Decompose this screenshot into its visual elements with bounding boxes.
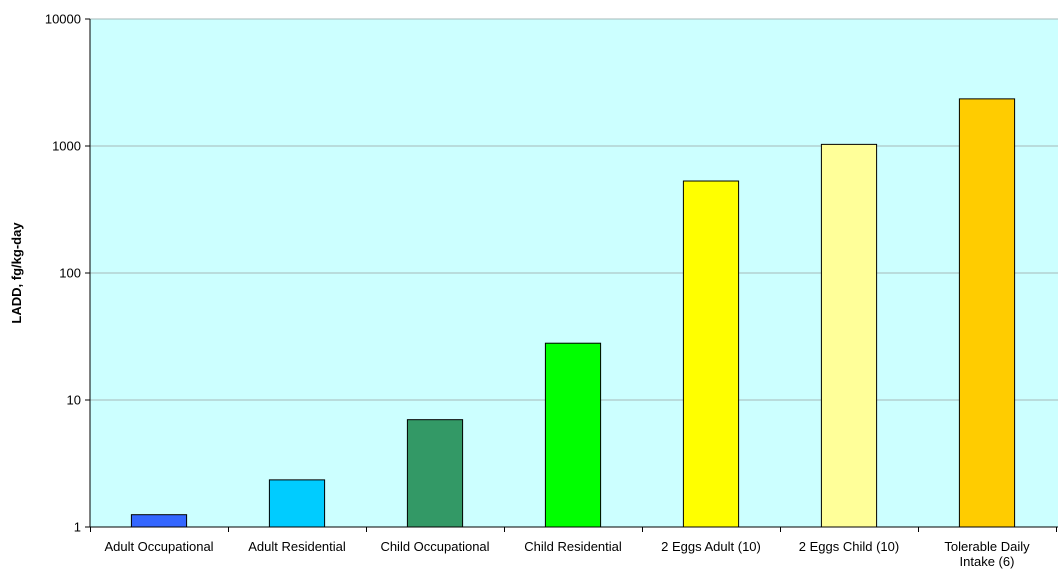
y-tick-label: 10	[67, 393, 81, 408]
x-tick-label: 2 Eggs Child (10)	[799, 539, 899, 554]
x-tick-label: 2 Eggs Adult (10)	[661, 539, 761, 554]
axes	[85, 18, 1058, 532]
x-tick-label: Child Occupational	[380, 539, 489, 554]
bar	[268, 479, 326, 528]
x-tick-labels: Adult Occupational Adult Residential Child…	[104, 539, 1030, 569]
y-tick-label: 100	[59, 266, 81, 281]
x-tick-label: Intake (6)	[960, 554, 1015, 569]
bar	[958, 98, 1016, 528]
x-tick-label: Child Residential	[524, 539, 622, 554]
x-tick-label: Tolerable Daily	[944, 539, 1030, 554]
y-tick-label: 1000	[52, 139, 81, 154]
y-axis-title: LADD, fg/kg-day	[9, 222, 24, 324]
x-tick-label: Adult Residential	[248, 539, 346, 554]
bar	[544, 342, 602, 528]
y-tick-labels: 1 10 100 1000 10000	[45, 12, 81, 535]
grid-lines	[90, 18, 1058, 401]
y-tick-label: 10000	[45, 12, 81, 27]
bar	[682, 180, 740, 528]
y-tick-label: 1	[74, 520, 81, 535]
bar	[820, 143, 878, 528]
x-tick-label: Adult Occupational	[104, 539, 213, 554]
bar	[130, 514, 188, 528]
bar	[406, 419, 464, 528]
